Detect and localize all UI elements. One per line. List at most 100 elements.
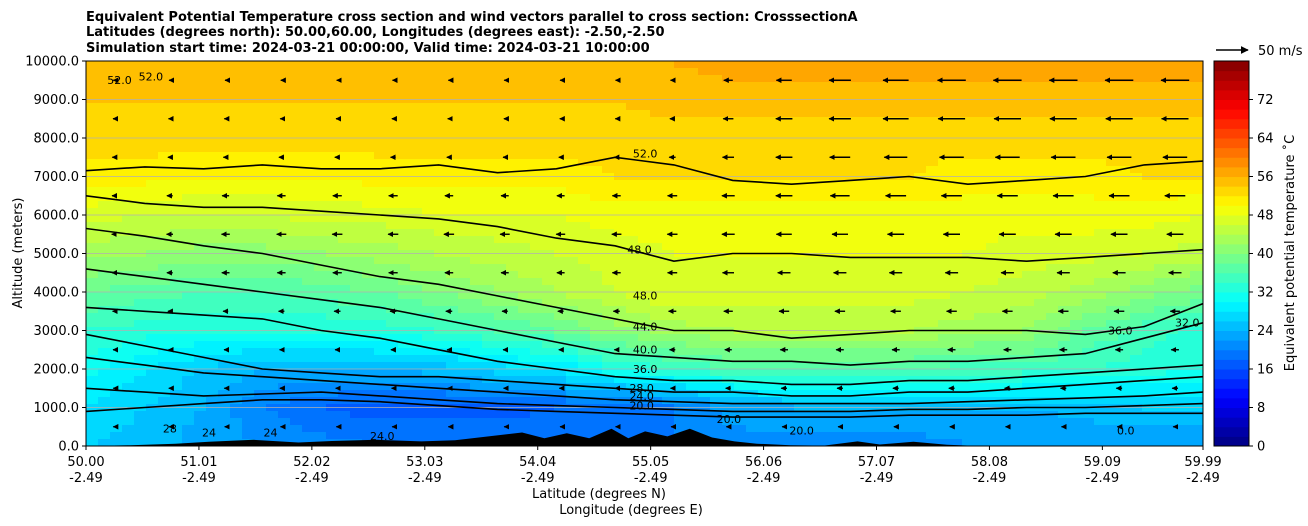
field-cell bbox=[170, 152, 183, 160]
field-cell bbox=[686, 138, 699, 146]
field-cell bbox=[146, 236, 159, 244]
field-cell bbox=[458, 411, 471, 419]
field-cell bbox=[242, 222, 255, 230]
field-cell bbox=[278, 306, 291, 314]
field-cell bbox=[926, 187, 939, 195]
field-cell bbox=[362, 243, 375, 251]
field-cell bbox=[1022, 159, 1035, 167]
field-cell bbox=[398, 369, 411, 377]
field-cell bbox=[470, 306, 483, 314]
field-cell bbox=[710, 306, 723, 314]
field-cell bbox=[962, 278, 975, 286]
field-cell bbox=[314, 285, 327, 293]
field-cell bbox=[734, 61, 747, 69]
field-cell bbox=[722, 110, 735, 118]
field-cell bbox=[86, 159, 99, 167]
field-cell bbox=[446, 376, 459, 384]
field-cell bbox=[626, 355, 639, 363]
field-cell bbox=[506, 369, 519, 377]
field-cell bbox=[1178, 138, 1191, 146]
field-cell bbox=[854, 89, 867, 97]
field-cell bbox=[446, 355, 459, 363]
field-cell bbox=[554, 201, 567, 209]
field-cell bbox=[638, 222, 651, 230]
field-cell bbox=[266, 411, 279, 419]
field-cell bbox=[974, 187, 987, 195]
field-cell bbox=[470, 320, 483, 328]
field-cell bbox=[86, 362, 99, 370]
field-cell bbox=[1130, 313, 1143, 321]
field-cell bbox=[782, 369, 795, 377]
field-cell bbox=[482, 89, 495, 97]
field-cell bbox=[578, 257, 591, 265]
field-cell bbox=[854, 397, 867, 405]
field-cell bbox=[866, 257, 879, 265]
field-cell bbox=[842, 110, 855, 118]
field-cell bbox=[614, 362, 627, 370]
field-cell bbox=[158, 369, 171, 377]
field-cell bbox=[926, 334, 939, 342]
field-cell bbox=[806, 264, 819, 272]
field-cell bbox=[914, 68, 927, 76]
field-cell bbox=[254, 82, 267, 90]
field-cell bbox=[1166, 61, 1179, 69]
field-cell bbox=[638, 418, 651, 426]
field-cell bbox=[830, 145, 843, 153]
field-cell bbox=[1082, 68, 1095, 76]
field-cell bbox=[206, 131, 219, 139]
field-cell bbox=[914, 152, 927, 160]
field-cell bbox=[638, 110, 651, 118]
field-cell bbox=[914, 243, 927, 251]
field-cell bbox=[458, 117, 471, 125]
field-cell bbox=[614, 152, 627, 160]
field-cell bbox=[986, 292, 999, 300]
field-cell bbox=[974, 103, 987, 111]
field-cell bbox=[1178, 187, 1191, 195]
field-cell bbox=[398, 166, 411, 174]
field-cell bbox=[878, 145, 891, 153]
field-cell bbox=[302, 341, 315, 349]
field-cell bbox=[506, 383, 519, 391]
field-cell bbox=[710, 236, 723, 244]
field-cell bbox=[866, 194, 879, 202]
field-cell bbox=[698, 82, 711, 90]
field-cell bbox=[158, 257, 171, 265]
field-cell bbox=[926, 166, 939, 174]
field-cell bbox=[1190, 222, 1203, 230]
field-cell bbox=[542, 390, 555, 398]
field-cell bbox=[254, 285, 267, 293]
field-cell bbox=[1106, 180, 1119, 188]
field-cell bbox=[146, 383, 159, 391]
field-cell bbox=[1154, 201, 1167, 209]
field-cell bbox=[578, 145, 591, 153]
field-cell bbox=[734, 201, 747, 209]
field-cell bbox=[254, 299, 267, 307]
field-cell bbox=[86, 152, 99, 160]
field-cell bbox=[1070, 180, 1083, 188]
field-cell bbox=[434, 264, 447, 272]
field-cell bbox=[986, 229, 999, 237]
field-cell bbox=[842, 138, 855, 146]
field-cell bbox=[170, 243, 183, 251]
field-cell bbox=[482, 68, 495, 76]
field-cell bbox=[770, 362, 783, 370]
field-cell bbox=[638, 152, 651, 160]
field-cell bbox=[602, 124, 615, 132]
field-cell bbox=[434, 278, 447, 286]
field-cell bbox=[566, 124, 579, 132]
field-cell bbox=[938, 271, 951, 279]
field-cell bbox=[686, 61, 699, 69]
field-cell bbox=[770, 166, 783, 174]
field-cell bbox=[422, 166, 435, 174]
field-cell bbox=[182, 411, 195, 419]
field-cell bbox=[1034, 222, 1047, 230]
field-cell bbox=[698, 425, 711, 433]
field-cell bbox=[302, 362, 315, 370]
field-cell bbox=[818, 390, 831, 398]
field-cell bbox=[1202, 327, 1203, 335]
field-cell bbox=[206, 236, 219, 244]
field-cell bbox=[482, 110, 495, 118]
field-cell bbox=[854, 320, 867, 328]
field-cell bbox=[110, 61, 123, 69]
field-cell bbox=[434, 103, 447, 111]
